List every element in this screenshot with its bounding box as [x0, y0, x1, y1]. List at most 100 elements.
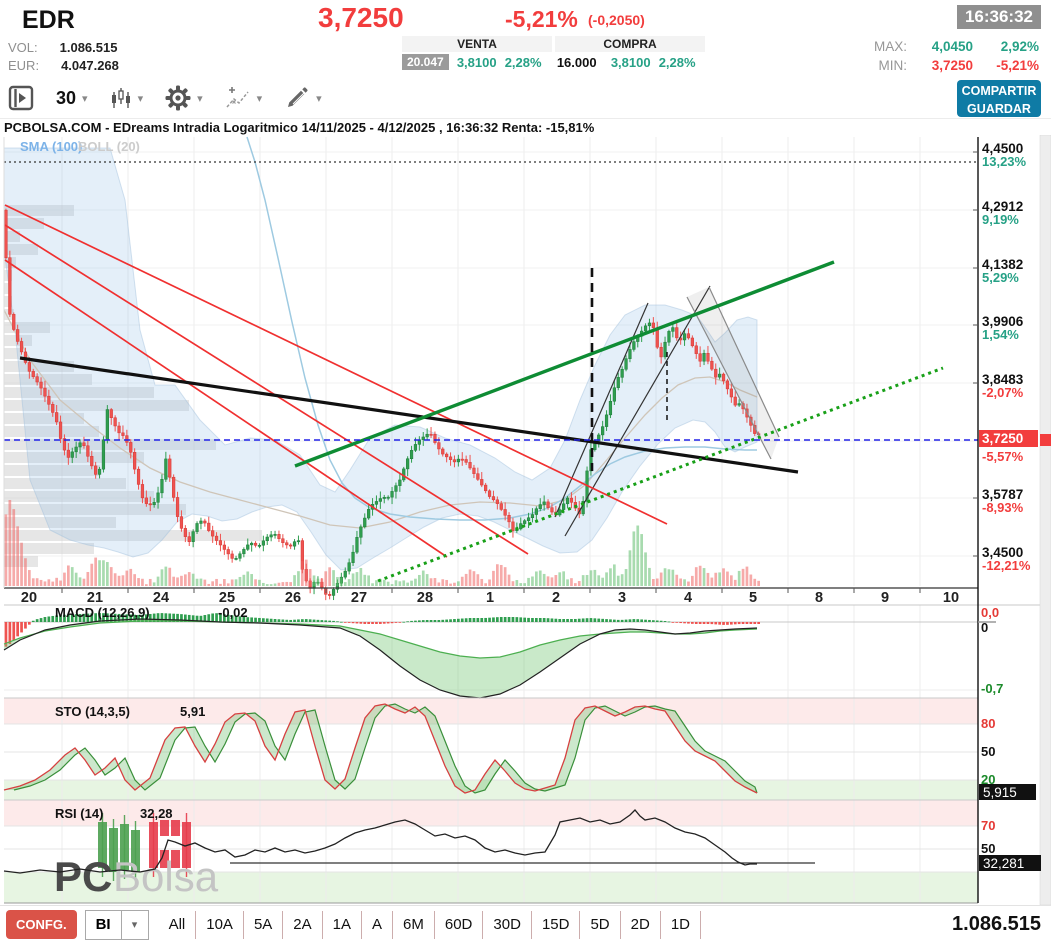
svg-text:3,9906: 3,9906	[982, 314, 1024, 329]
svg-text:32,281: 32,281	[983, 856, 1024, 871]
svg-text:21: 21	[87, 590, 103, 606]
svg-text:-8,93%: -8,93%	[982, 500, 1024, 515]
svg-text:27: 27	[351, 590, 367, 606]
range-button-15D[interactable]: 15D	[532, 910, 581, 939]
bid-price: 3,8100	[610, 54, 651, 70]
settings-button[interactable]: ▾	[165, 85, 203, 111]
svg-text:-0,7: -0,7	[981, 681, 1003, 696]
svg-text:SMA (100): SMA (100)	[20, 139, 82, 154]
svg-text:5,91: 5,91	[180, 704, 205, 719]
chevron-down-icon: ▾	[316, 92, 322, 105]
svg-text:5,29%: 5,29%	[982, 270, 1019, 285]
chevron-down-icon[interactable]: ▾	[131, 918, 138, 931]
min-label: MIN:	[878, 58, 908, 73]
volume-value: 1.086.515	[59, 40, 118, 55]
chevron-down-icon: ▾	[82, 92, 88, 105]
range-button-60D[interactable]: 60D	[435, 910, 484, 939]
svg-text:-12,21%: -12,21%	[982, 558, 1031, 573]
svg-text:PC: PC	[54, 853, 112, 900]
session-clock: 16:36:32	[956, 5, 1041, 29]
svg-text:4,2912: 4,2912	[982, 199, 1023, 214]
turnover-value: 4.047.268	[61, 58, 119, 73]
chart-type-button[interactable]: ▾	[110, 86, 144, 110]
svg-text:24: 24	[153, 590, 169, 606]
svg-text:3,5787: 3,5787	[982, 487, 1023, 502]
range-button-30D[interactable]: 30D	[483, 910, 532, 939]
range-button-All[interactable]: All	[159, 910, 197, 939]
draw-tools-button[interactable]: ▾	[284, 85, 322, 111]
range-button-2D[interactable]: 2D	[621, 910, 661, 939]
bid-percent: 2,28%	[658, 54, 696, 70]
range-button-5A[interactable]: 5A	[244, 910, 284, 939]
svg-text:Bolsa: Bolsa	[113, 853, 219, 900]
chevron-down-icon: ▾	[137, 92, 144, 105]
gear-icon	[165, 85, 191, 111]
indicator-plus-icon	[226, 87, 249, 108]
ask-header: VENTA	[402, 36, 552, 52]
svg-text:3,7250: 3,7250	[982, 431, 1023, 446]
volume-label: VOL:	[8, 40, 38, 55]
svg-text:10: 10	[943, 590, 959, 606]
svg-text:2: 2	[552, 590, 560, 606]
svg-text:0,0: 0,0	[981, 605, 999, 620]
svg-text:MACD (12,26,9): MACD (12,26,9)	[55, 605, 150, 620]
svg-text:-2,07%: -2,07%	[982, 385, 1024, 400]
panel-toggle-button[interactable]	[8, 85, 34, 111]
min-value: 3,7250	[931, 58, 973, 73]
bottom-toolbar: CONFG. BI ▾ All 10A 5A 2A 1A A 6M 60D 30D 15D 5D 2D…	[0, 905, 1051, 943]
svg-text:80: 80	[981, 716, 995, 731]
max-percent: 2,92%	[1000, 39, 1039, 54]
svg-text:9: 9	[881, 590, 889, 606]
interval-select[interactable]: 30 ▾	[56, 88, 88, 109]
symbol-ticker: EDR	[22, 6, 75, 34]
range-button-10A[interactable]: 10A	[196, 910, 244, 939]
svg-text:32,28: 32,28	[140, 806, 173, 821]
svg-text:4: 4	[684, 590, 692, 606]
bi-select[interactable]: BI ▾	[84, 909, 149, 940]
svg-text:9,19%: 9,19%	[982, 212, 1019, 227]
svg-text:4,1382: 4,1382	[982, 257, 1023, 272]
svg-text:25: 25	[219, 590, 235, 606]
svg-text:1,54%: 1,54%	[982, 327, 1019, 342]
svg-text:5: 5	[749, 590, 757, 606]
add-indicator-button[interactable]: ▾	[225, 85, 262, 111]
max-value: 4,0450	[931, 39, 973, 54]
range-buttons: All 10A 5A 2A 1A A 6M 60D 30D 15D 5D 2D 1D	[159, 910, 702, 939]
svg-text:28: 28	[417, 590, 433, 606]
svg-text:STO (14,3,5): STO (14,3,5)	[55, 704, 130, 719]
svg-text:50: 50	[981, 744, 995, 759]
svg-text:1: 1	[486, 590, 494, 606]
svg-text:50: 50	[981, 841, 995, 856]
order-book: VENTA COMPRA 20.047 3,8100 2,28% 16.000 …	[402, 36, 712, 70]
svg-text:8: 8	[815, 590, 823, 606]
range-button-1D[interactable]: 1D	[661, 910, 702, 939]
chart-toolbar: 30 ▾ ▾ ▾	[0, 78, 1051, 119]
range-button-5D[interactable]: 5D	[580, 910, 621, 939]
total-volume: 1.086.515	[952, 913, 1041, 935]
share-save-button[interactable]: COMPARTIR GUARDAR	[957, 80, 1041, 117]
min-percent: -5,21%	[996, 58, 1039, 73]
quote-header: EDR VOL: 1.086.515 EUR: 4.047.268 3,7250…	[0, 0, 1051, 78]
candlestick-icon	[111, 88, 130, 108]
range-button-2A[interactable]: 2A	[283, 910, 323, 939]
pencil-icon	[288, 87, 308, 107]
ask-percent: 2,28%	[504, 54, 542, 70]
bid-header: COMPRA	[555, 36, 705, 52]
svg-text:BOLL (20): BOLL (20)	[78, 139, 140, 154]
range-button-6M[interactable]: 6M	[393, 910, 435, 939]
range-button-A[interactable]: A	[362, 910, 394, 939]
range-button-1A[interactable]: 1A	[323, 910, 363, 939]
svg-text:-5,57%: -5,57%	[982, 449, 1024, 464]
svg-text:3: 3	[618, 590, 626, 606]
chart-title: PCBOLSA.COM - EDreams Intradia Logaritmi…	[4, 120, 595, 135]
svg-text:3,8483: 3,8483	[982, 372, 1024, 387]
svg-text:5,915: 5,915	[983, 785, 1017, 800]
interval-value: 30	[56, 87, 77, 108]
chevron-down-icon: ▾	[197, 92, 203, 105]
bid-size: 16.000	[556, 54, 597, 70]
change-absolute: (-0,2050)	[588, 12, 645, 28]
save-label: GUARDAR	[967, 101, 1031, 116]
config-button[interactable]: CONFG.	[6, 910, 77, 939]
panel-toggle-icon	[8, 85, 34, 111]
